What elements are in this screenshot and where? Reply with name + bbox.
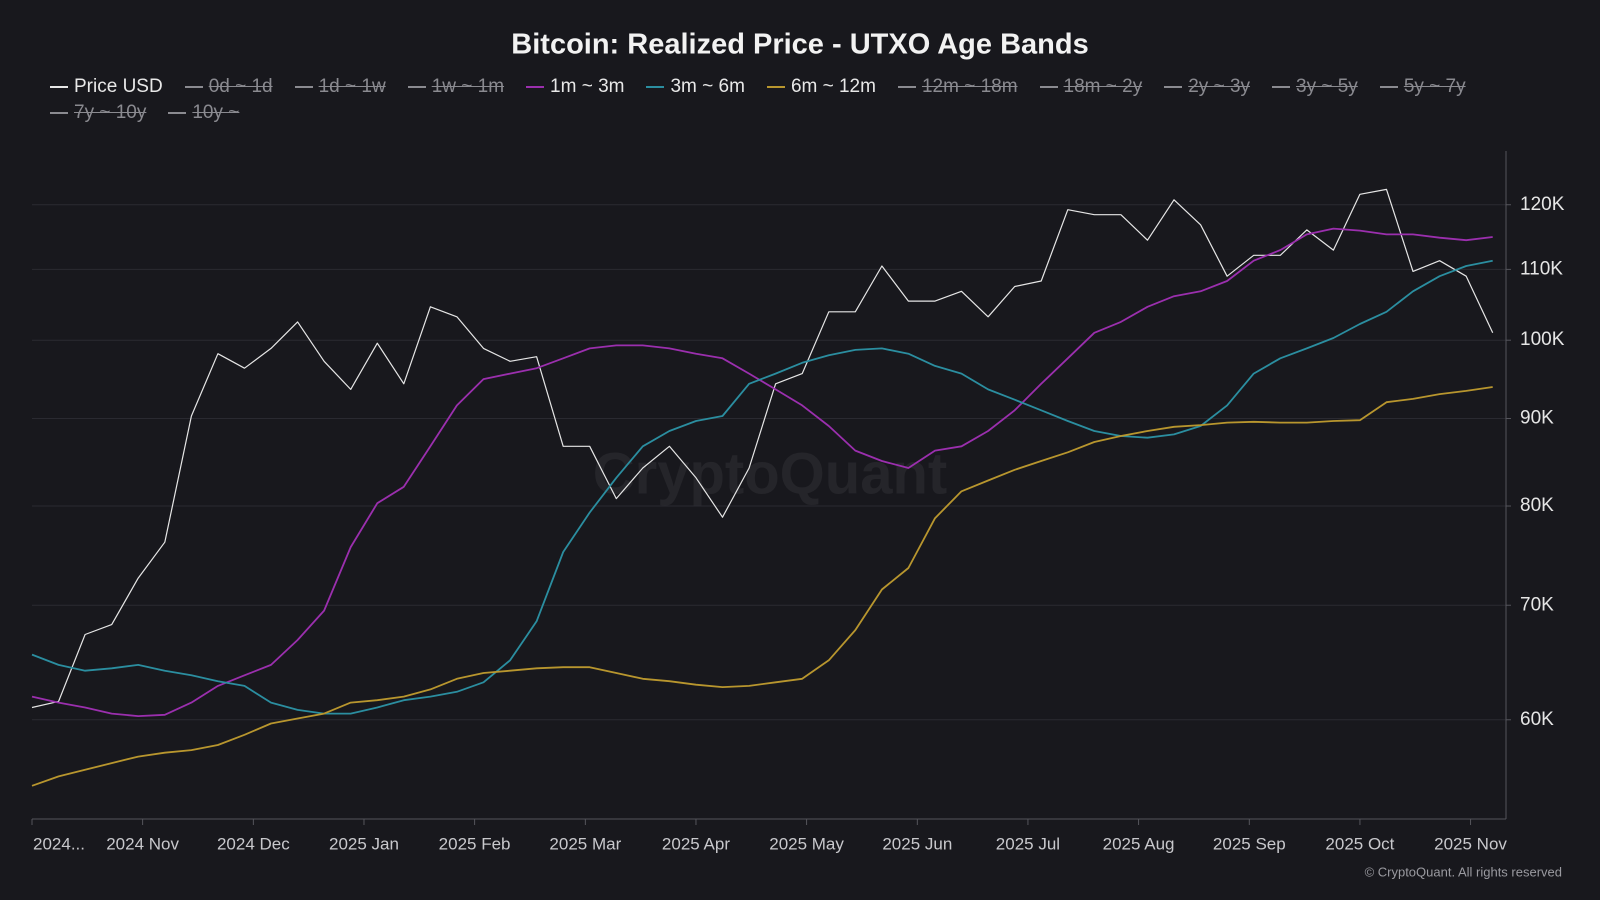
legend-item[interactable]: 10y ~ xyxy=(168,102,239,124)
legend-swatch xyxy=(294,86,313,88)
legend-swatch xyxy=(526,86,545,88)
chart-title: Bitcoin: Realized Price - UTXO Age Bands xyxy=(511,29,1088,61)
legend-swatch xyxy=(50,86,68,88)
legend-label: 3m ~ 6m xyxy=(670,76,745,97)
legend-label: Price USD xyxy=(74,76,163,97)
x-tick-label: 2025 Oct xyxy=(1325,834,1394,853)
legend-item[interactable]: 3y ~ 5y xyxy=(1272,76,1358,98)
legend-swatch xyxy=(766,86,785,88)
grid: 60K 70K 80K 90K 100K 110K 120K 2024... 2024 Nov 2… xyxy=(31,194,1565,853)
legend-swatch xyxy=(1164,86,1183,88)
legend-item[interactable]: 12m ~ 18m xyxy=(897,76,1018,98)
legend-item[interactable]: 0d ~ 1d xyxy=(184,76,273,98)
x-tick-label: 2025 Sep xyxy=(1213,834,1286,853)
legend-label: 10y ~ xyxy=(192,102,240,123)
legend-label: 3y ~ 5y xyxy=(1296,76,1358,97)
series-line xyxy=(31,188,1494,709)
legend-swatch xyxy=(897,86,916,88)
y-tick-label: 60K xyxy=(1520,709,1554,730)
y-tick-label: 80K xyxy=(1520,495,1554,516)
legend-label: 1d ~ 1w xyxy=(318,76,386,97)
legend-swatch xyxy=(407,86,426,88)
legend-label: 7y ~ 10y xyxy=(74,102,147,123)
y-tick-label: 90K xyxy=(1520,408,1554,429)
legend-item[interactable]: 6m ~ 12m xyxy=(766,76,876,98)
x-tick-label: 2024... xyxy=(33,834,85,853)
y-tick-label: 120K xyxy=(1520,194,1565,215)
x-tick-label: 2025 May xyxy=(769,834,844,853)
x-tick-label: 2024 Nov xyxy=(106,834,179,853)
legend-swatch xyxy=(1272,86,1291,88)
legend-label: 0d ~ 1d xyxy=(208,76,273,97)
series-line xyxy=(31,259,1493,715)
x-tick-label: 2025 Mar xyxy=(549,834,621,853)
x-tick-label: 2024 Dec xyxy=(217,834,290,853)
legend-label: 5y ~ 7y xyxy=(1403,76,1466,97)
legend-swatch xyxy=(168,112,187,114)
y-tick-label: 100K xyxy=(1520,329,1565,350)
legend-swatch xyxy=(1039,86,1058,88)
legend-label: 6m ~ 12m xyxy=(790,76,876,97)
x-tick-label: 2025 Jun xyxy=(882,834,952,853)
x-tick-label: 2025 Apr xyxy=(662,834,730,853)
legend-swatch xyxy=(1379,86,1398,88)
legend-item[interactable]: 1d ~ 1w xyxy=(294,76,386,98)
x-tick-label: 2025 Aug xyxy=(1103,834,1175,853)
legend-item[interactable]: 3m ~ 6m xyxy=(646,76,745,98)
legend-label: 12m ~ 18m xyxy=(921,76,1018,97)
legend-swatch xyxy=(50,112,68,114)
legend-label: 1w ~ 1m xyxy=(431,76,505,97)
legend-item[interactable]: 2y ~ 3y xyxy=(1164,76,1250,98)
legend-swatch xyxy=(646,86,665,88)
x-tick-label: 2025 Feb xyxy=(439,834,511,853)
legend-item[interactable]: 18m ~ 2y xyxy=(1039,76,1143,98)
series-line xyxy=(31,386,1493,787)
source-note: © CryptoQuant. All rights reserved xyxy=(1365,864,1562,879)
x-tick-label: 2025 Jul xyxy=(996,834,1060,853)
x-tick-label: 2025 Nov xyxy=(1434,834,1507,853)
legend-swatch xyxy=(184,86,203,88)
legend-label: 1m ~ 3m xyxy=(550,76,625,97)
legend-item[interactable]: 1m ~ 3m xyxy=(526,76,624,98)
y-tick-label: 110K xyxy=(1520,258,1563,279)
plot-area xyxy=(31,188,1494,787)
legend-item[interactable]: Price USD xyxy=(50,76,163,98)
legend-item[interactable]: 7y ~ 10y xyxy=(50,102,146,124)
legend-label: 2y ~ 3y xyxy=(1188,76,1251,97)
y-tick-label: 70K xyxy=(1520,594,1554,615)
watermark: CryptoQuant xyxy=(593,441,947,506)
x-tick-label: 2025 Jan xyxy=(329,834,399,853)
legend: Price USD 0d ~ 1d 1d ~ 1w 1w ~ 1m 1m ~ 3m 3m … xyxy=(50,76,1550,124)
legend-item[interactable]: 1w ~ 1m xyxy=(407,76,505,98)
legend-label: 18m ~ 2y xyxy=(1063,76,1143,97)
series-line xyxy=(31,227,1493,717)
legend-item[interactable]: 5y ~ 7y xyxy=(1379,76,1466,98)
